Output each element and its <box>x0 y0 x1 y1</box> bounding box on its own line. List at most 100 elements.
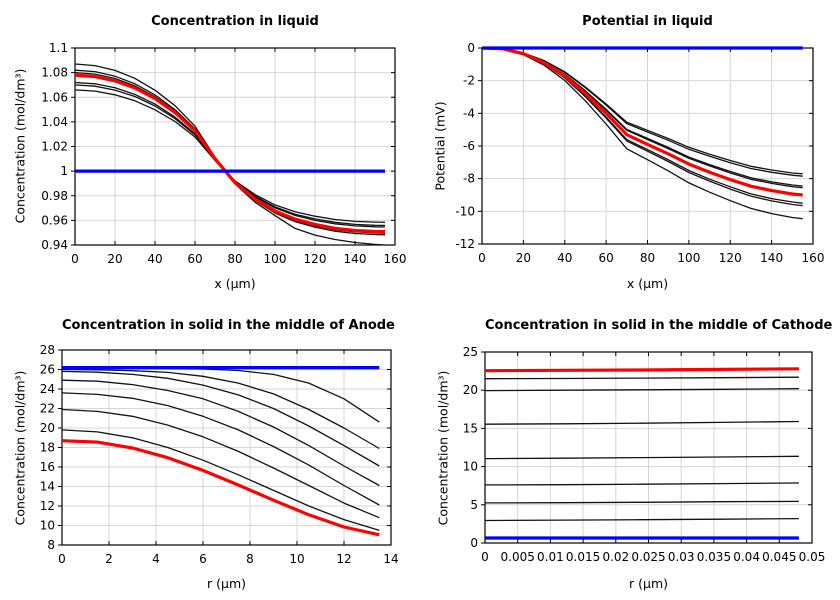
tick-label-y: -2 <box>463 74 475 88</box>
tick-label-y: -6 <box>463 139 475 153</box>
tick-label-x: 0.035 <box>697 550 731 564</box>
tick-label-y: 10 <box>463 460 478 474</box>
series-black-1 <box>481 47 803 175</box>
tick-label-y: 0.98 <box>41 189 68 203</box>
chart-concentration-solid-cathode: Concentration in solid in the middle of … <box>420 300 840 600</box>
series-black-3 <box>481 47 803 187</box>
tick-label-x: 14 <box>383 552 398 566</box>
tick-label-x: 60 <box>187 252 202 266</box>
tick-label-x: 80 <box>640 251 655 265</box>
tick-label-x: 6 <box>199 552 207 566</box>
tick-label-y: 12 <box>40 499 55 513</box>
tick-label-y: 20 <box>463 383 478 397</box>
tick-label-y: 1.08 <box>41 66 68 80</box>
tick-label-x: 80 <box>227 252 242 266</box>
chart-potential-in-liquid: Potential in liquid Potential (mV) x (µm… <box>420 0 840 300</box>
series-black-2 <box>484 388 799 392</box>
tick-label-y: 25 <box>463 345 478 359</box>
series-black-1 <box>61 367 380 423</box>
tick-label-x: 0 <box>71 252 79 266</box>
tick-label-x: 160 <box>384 252 407 266</box>
series-black-1 <box>484 376 799 380</box>
tick-label-y: 1.1 <box>49 41 68 55</box>
tick-label-x: 0.01 <box>537 550 564 564</box>
series-black-4 <box>74 81 386 228</box>
tick-label-x: 100 <box>677 251 700 265</box>
x-axis-label: r (µm) <box>629 576 668 591</box>
tick-label-x: 0.03 <box>668 550 695 564</box>
tick-label-y: 28 <box>40 343 55 357</box>
tick-label-y: 14 <box>40 480 55 494</box>
series-black-5 <box>61 392 380 506</box>
tick-label-x: 100 <box>264 252 287 266</box>
tick-label-y: 1.02 <box>41 140 68 154</box>
series-black-2 <box>74 69 386 236</box>
tick-label-y: 10 <box>40 519 55 533</box>
tick-label-y: -4 <box>463 106 475 120</box>
series-black-7 <box>481 47 803 220</box>
tick-label-y: 0.96 <box>41 213 68 227</box>
tick-label-x: 0.015 <box>566 550 600 564</box>
series-black-7 <box>484 517 799 522</box>
tick-label-x: 20 <box>107 252 122 266</box>
tick-label-x: 0.05 <box>799 550 826 564</box>
tick-label-x: 2 <box>105 552 113 566</box>
series-black-3 <box>484 420 799 425</box>
tick-label-x: 0.045 <box>762 550 796 564</box>
series-black-3 <box>61 370 380 467</box>
series-black-1 <box>74 63 386 246</box>
chart-title: Concentration in solid in the middle of … <box>62 318 395 333</box>
series-red <box>484 367 799 373</box>
series-red <box>74 73 386 234</box>
chart-concentration-in-liquid: Concentration in liquid Concentration (m… <box>0 0 420 300</box>
tick-label-x: 140 <box>760 251 783 265</box>
tick-label-x: 0.02 <box>602 550 629 564</box>
tick-label-x: 10 <box>289 552 304 566</box>
tick-label-x: 20 <box>516 251 531 265</box>
tick-label-y: -12 <box>455 237 475 251</box>
tick-label-x: 120 <box>304 252 327 266</box>
tick-label-x: 120 <box>719 251 742 265</box>
x-axis-label: x (µm) <box>214 276 256 291</box>
tick-label-x: 12 <box>336 552 351 566</box>
tick-label-x: 140 <box>344 252 367 266</box>
chart-concentration-solid-anode: Concentration in solid in the middle of … <box>0 300 420 600</box>
tick-label-y: 0 <box>467 41 475 55</box>
plot-area: 0 20 40 60 80 100 120 140 160 -12 -10 -8 -6 -4 -2 0 <box>455 41 825 265</box>
tick-label-x: 0 <box>481 550 489 564</box>
tick-label-y: 8 <box>47 538 55 552</box>
tick-label-y: -8 <box>463 172 475 186</box>
tick-label-y: 1.04 <box>41 115 68 129</box>
series-black-5 <box>484 482 799 486</box>
tick-label-x: 60 <box>598 251 613 265</box>
tick-label-y: 0.94 <box>41 238 68 252</box>
chart-title: Concentration in solid in the middle of … <box>485 318 833 333</box>
series-black-4 <box>61 379 380 487</box>
tick-label-y: 22 <box>40 402 55 416</box>
plot-area: 0 20 40 60 80 100 120 140 160 0.94 0.96 0.98 1 1.02 1.… <box>41 41 407 266</box>
tick-label-x: 0.005 <box>501 550 535 564</box>
tick-label-x: 40 <box>147 252 162 266</box>
series-red <box>481 46 803 197</box>
tick-label-y: -10 <box>455 204 475 218</box>
chart-title: Potential in liquid <box>582 14 713 29</box>
series-black-6 <box>61 408 380 519</box>
series-black-5 <box>74 84 386 227</box>
tick-label-x: 40 <box>557 251 572 265</box>
tick-label-x: 0 <box>58 552 66 566</box>
tick-label-x: 0.04 <box>733 550 760 564</box>
tick-label-y: 26 <box>40 363 55 377</box>
tick-label-x: 160 <box>802 251 825 265</box>
tick-label-y: 1.06 <box>41 90 68 104</box>
tick-label-x: 8 <box>246 552 254 566</box>
x-axis-label: x (µm) <box>626 276 669 291</box>
series-black-6 <box>484 500 799 504</box>
tick-label-x: 0.025 <box>631 550 665 564</box>
tick-label-y: 24 <box>40 382 55 396</box>
tick-label-y: 16 <box>40 460 55 474</box>
tick-label-y: 5 <box>470 498 478 512</box>
tick-label-x: 4 <box>152 552 160 566</box>
series-red <box>61 439 380 537</box>
